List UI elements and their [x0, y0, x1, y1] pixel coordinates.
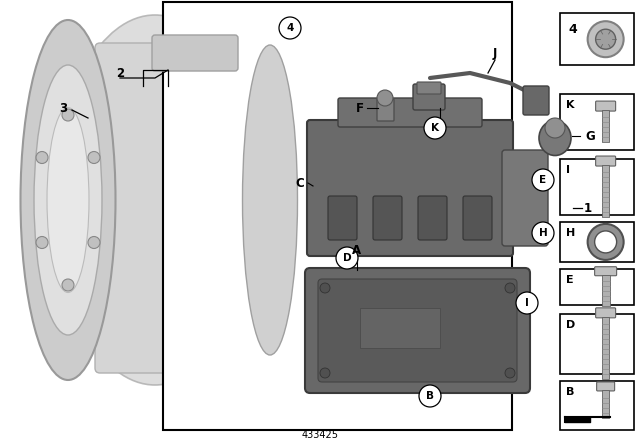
Circle shape: [36, 151, 48, 164]
Bar: [360, 308, 440, 348]
Text: C: C: [296, 177, 305, 190]
Circle shape: [516, 292, 538, 314]
Circle shape: [62, 279, 74, 291]
FancyBboxPatch shape: [595, 267, 616, 276]
Text: F: F: [356, 102, 364, 115]
Circle shape: [595, 231, 616, 253]
FancyBboxPatch shape: [95, 43, 280, 373]
Text: 433425: 433425: [301, 430, 339, 440]
FancyBboxPatch shape: [307, 120, 513, 256]
FancyBboxPatch shape: [596, 156, 616, 166]
FancyBboxPatch shape: [373, 196, 402, 240]
Text: 3: 3: [59, 102, 67, 115]
Text: J: J: [493, 47, 497, 60]
Text: 4: 4: [568, 23, 577, 36]
Bar: [560, 222, 634, 262]
FancyBboxPatch shape: [377, 99, 394, 121]
Bar: [602, 275, 610, 306]
Text: E: E: [540, 175, 547, 185]
Text: A: A: [353, 244, 362, 257]
Circle shape: [424, 117, 446, 139]
Text: G: G: [585, 129, 595, 142]
Bar: [602, 390, 609, 418]
FancyBboxPatch shape: [305, 268, 530, 393]
Bar: [560, 13, 634, 65]
Circle shape: [88, 151, 100, 164]
Text: K: K: [431, 123, 439, 133]
Circle shape: [377, 90, 393, 106]
Text: H: H: [566, 228, 575, 238]
Circle shape: [588, 224, 623, 260]
Circle shape: [532, 222, 554, 244]
Bar: [602, 165, 609, 217]
FancyBboxPatch shape: [328, 196, 357, 240]
Text: I: I: [525, 298, 529, 308]
Circle shape: [505, 368, 515, 378]
Circle shape: [588, 21, 623, 57]
Circle shape: [545, 118, 565, 138]
Circle shape: [532, 169, 554, 191]
Circle shape: [320, 368, 330, 378]
Bar: [163, 2, 512, 430]
Text: H: H: [539, 228, 547, 238]
Circle shape: [596, 29, 616, 49]
FancyBboxPatch shape: [418, 196, 447, 240]
FancyBboxPatch shape: [152, 35, 238, 71]
Text: D: D: [342, 253, 351, 263]
FancyBboxPatch shape: [596, 308, 616, 318]
Bar: [560, 269, 634, 305]
Ellipse shape: [243, 45, 298, 355]
Circle shape: [62, 109, 74, 121]
Circle shape: [419, 385, 441, 407]
FancyBboxPatch shape: [596, 382, 614, 391]
Circle shape: [279, 17, 301, 39]
Bar: [560, 159, 634, 215]
Circle shape: [505, 283, 515, 293]
Text: 2: 2: [116, 66, 124, 79]
FancyBboxPatch shape: [523, 86, 549, 115]
FancyBboxPatch shape: [596, 101, 616, 111]
Bar: [602, 110, 609, 142]
Ellipse shape: [55, 15, 255, 385]
Ellipse shape: [20, 20, 115, 380]
FancyBboxPatch shape: [502, 150, 548, 246]
Text: B: B: [566, 387, 574, 397]
Ellipse shape: [34, 65, 102, 335]
FancyBboxPatch shape: [338, 98, 482, 127]
Circle shape: [320, 283, 330, 293]
Ellipse shape: [539, 121, 571, 155]
Text: K: K: [566, 100, 575, 110]
FancyBboxPatch shape: [463, 196, 492, 240]
Circle shape: [36, 237, 48, 249]
FancyBboxPatch shape: [413, 84, 445, 110]
Text: I: I: [566, 165, 570, 175]
FancyBboxPatch shape: [318, 279, 517, 382]
Circle shape: [336, 247, 358, 269]
Text: 4: 4: [286, 23, 294, 33]
Bar: [560, 94, 634, 150]
Text: 1: 1: [584, 202, 592, 215]
Bar: [602, 317, 609, 379]
Text: B: B: [426, 391, 434, 401]
Circle shape: [88, 237, 100, 249]
Text: D: D: [566, 319, 575, 330]
Ellipse shape: [47, 108, 89, 293]
Bar: [560, 314, 634, 374]
FancyBboxPatch shape: [417, 82, 441, 94]
Bar: [560, 381, 634, 430]
Text: E: E: [566, 275, 573, 285]
